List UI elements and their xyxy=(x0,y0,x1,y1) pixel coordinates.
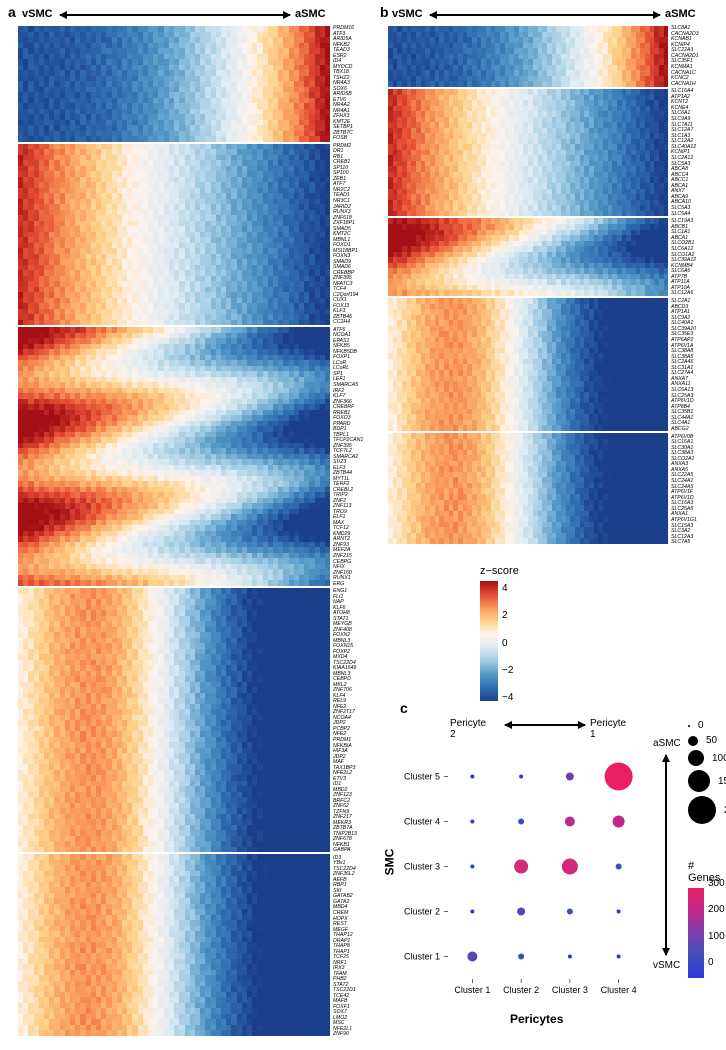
bubble-point xyxy=(568,955,572,959)
bubble-ylabel: Cluster 5 xyxy=(404,772,440,782)
size-legend-row: 200 xyxy=(688,796,726,824)
bubble-point xyxy=(605,763,633,791)
bubble-ylabel: Cluster 2 xyxy=(404,907,440,917)
gene-label: ZNF90 xyxy=(333,1032,363,1038)
smc-axis-arrow-b xyxy=(430,14,660,16)
bubble-xlabel: Cluster 1 xyxy=(454,985,490,995)
bubble-color-legend: # Genes 3002001000 xyxy=(688,860,726,978)
size-legend-dot xyxy=(688,725,690,727)
gene-label: SLC7A5 xyxy=(671,540,699,546)
x-axis-title: Pericytes xyxy=(510,1012,563,1026)
gene-labels-b: SLC8A1CACNA2D3KCNAB1KCNIP4SLC22A3CACNA2D… xyxy=(671,26,699,546)
size-legend-dot xyxy=(688,770,710,792)
zscore-tick: 2 xyxy=(502,610,513,621)
size-legend-dot xyxy=(688,796,716,824)
axis-label-asmc-b: aSMC xyxy=(665,8,696,20)
color-legend-ticks: 300 200 100 0 xyxy=(708,878,725,968)
zscore-tick: 0 xyxy=(502,638,513,649)
bubble-point xyxy=(567,909,573,915)
axis-label-vsms-a: vSMC xyxy=(22,8,53,20)
bubble-xlabel: Cluster 3 xyxy=(552,985,588,995)
bubble-point xyxy=(617,910,621,914)
color-tick: 0 xyxy=(708,957,725,968)
size-legend-dot xyxy=(688,736,698,746)
bubble-point xyxy=(518,819,524,825)
bubble-point xyxy=(470,910,474,914)
axis-label-vsms-b: vSMC xyxy=(392,8,423,20)
size-legend-row: 100 xyxy=(688,750,726,766)
size-legend-label: 150 xyxy=(718,776,726,787)
asmc-label-c: aSMC xyxy=(653,738,681,749)
zscore-legend-bar xyxy=(480,581,498,701)
bubble-point xyxy=(470,775,474,779)
zscore-legend: z−score 4 2 0 −2 −4 xyxy=(480,565,519,701)
color-tick: 300 xyxy=(708,878,725,889)
bubble-point xyxy=(565,817,575,827)
zscore-tick: −2 xyxy=(502,665,513,676)
panel-label-b: b xyxy=(380,4,389,20)
heatmap-b xyxy=(388,26,668,546)
vsmc-label-c: vSMC xyxy=(653,960,680,971)
bubble-point xyxy=(467,952,477,962)
bubble-point xyxy=(514,860,528,874)
zscore-legend-ticks: 4 2 0 −2 −4 xyxy=(502,583,513,703)
color-legend-bar xyxy=(688,888,704,978)
bubble-xlabel: Cluster 2 xyxy=(503,985,539,995)
bubble-ylabel: Cluster 4 xyxy=(404,817,440,827)
size-legend-row: 0 xyxy=(688,720,726,731)
size-legend-label: 0 xyxy=(698,720,704,731)
panel-label-a: a xyxy=(8,4,16,20)
bubble-point xyxy=(617,955,621,959)
zscore-tick: 4 xyxy=(502,583,513,594)
bubble-point xyxy=(470,820,474,824)
zscore-tick: −4 xyxy=(502,692,513,703)
axis-label-asmc-a: aSMC xyxy=(295,8,326,20)
y-axis-title: SMC xyxy=(382,849,396,876)
panel-label-c: c xyxy=(400,700,408,716)
size-legend-row: 150 xyxy=(688,770,726,792)
bubble-xlabel: Cluster 4 xyxy=(601,985,637,995)
smc-axis-arrow-c xyxy=(665,755,667,955)
size-legend-row: 50 xyxy=(688,735,726,746)
size-legend-label: 50 xyxy=(706,735,717,746)
bubble-point xyxy=(517,908,525,916)
color-tick: 100 xyxy=(708,931,725,942)
bubble-point xyxy=(613,816,625,828)
zscore-legend-title: z−score xyxy=(480,565,519,577)
bubble-point xyxy=(470,865,474,869)
heatmap-a xyxy=(18,26,330,1038)
bubble-point xyxy=(616,864,622,870)
size-legend-dot xyxy=(688,750,704,766)
bubble-size-legend: 050 100 150 200 xyxy=(688,720,726,828)
bubble-point xyxy=(566,773,574,781)
gene-labels-a: PRDM16ATF3ARID5ANFKB2TEAD3ESR2ID4MYOCDTB… xyxy=(333,26,363,1038)
bubble-point xyxy=(562,859,578,875)
size-legend-label: 100 xyxy=(712,753,726,764)
smc-axis-arrow-a xyxy=(60,14,290,16)
bubble-point xyxy=(518,954,524,960)
color-tick: 200 xyxy=(708,904,725,915)
pericyte-axis-arrow xyxy=(505,724,585,726)
bubble-point xyxy=(519,775,523,779)
bubble-svg: Cluster 5 Cluster 4 Cluster 3 Cluster 2 Clus… xyxy=(400,734,650,994)
bubble-ylabel: Cluster 3 xyxy=(404,862,440,872)
bubble-ylabel: Cluster 1 xyxy=(404,952,440,962)
